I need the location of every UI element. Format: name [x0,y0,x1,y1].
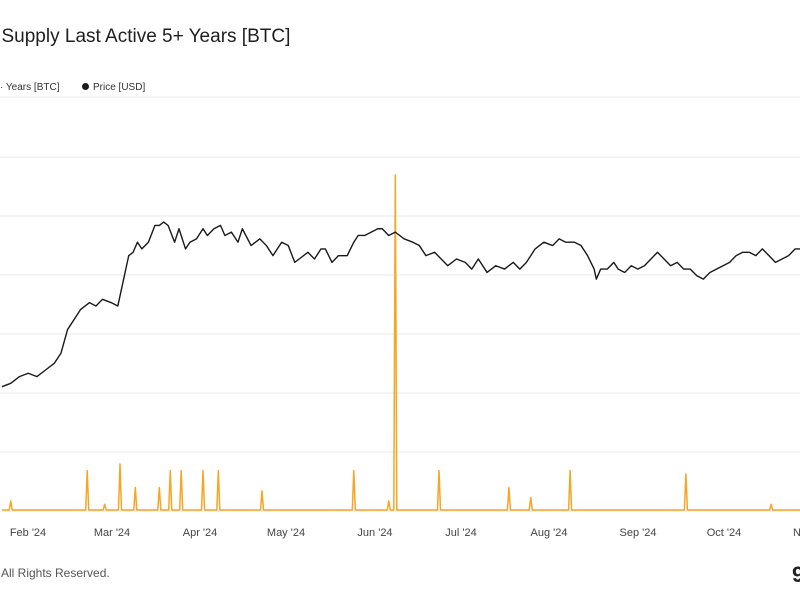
x-tick-label: May '24 [267,527,305,539]
legend-dot-price-icon [82,83,89,90]
supply-series-line [2,174,800,511]
x-tick-label: Mar '24 [94,527,130,539]
chart-title: l Supply Last Active 5+ Years [BTC] [0,26,291,47]
legend-label-supply: · Years [BTC] [0,82,60,93]
x-tick-label: Jul '24 [445,527,476,539]
x-tick-label: Oct '24 [707,527,742,539]
x-tick-label: Jun '24 [357,527,392,539]
x-tick-label: Apr '24 [183,527,218,539]
x-tick-label: Aug '24 [531,527,568,539]
legend-label-price: Price [USD] [93,82,146,93]
legend-item-price[interactable]: Price [USD] [82,82,145,93]
brand-logo-icon: 9 [792,562,800,587]
x-tick-label: N [793,527,800,539]
legend-item-supply[interactable]: · Years [BTC] [0,82,59,93]
x-tick-label: Sep '24 [620,527,657,539]
x-tick-label: Feb '24 [10,527,46,539]
price-series-line [1,221,800,388]
copyright-text: All Rights Reserved. [1,566,110,580]
